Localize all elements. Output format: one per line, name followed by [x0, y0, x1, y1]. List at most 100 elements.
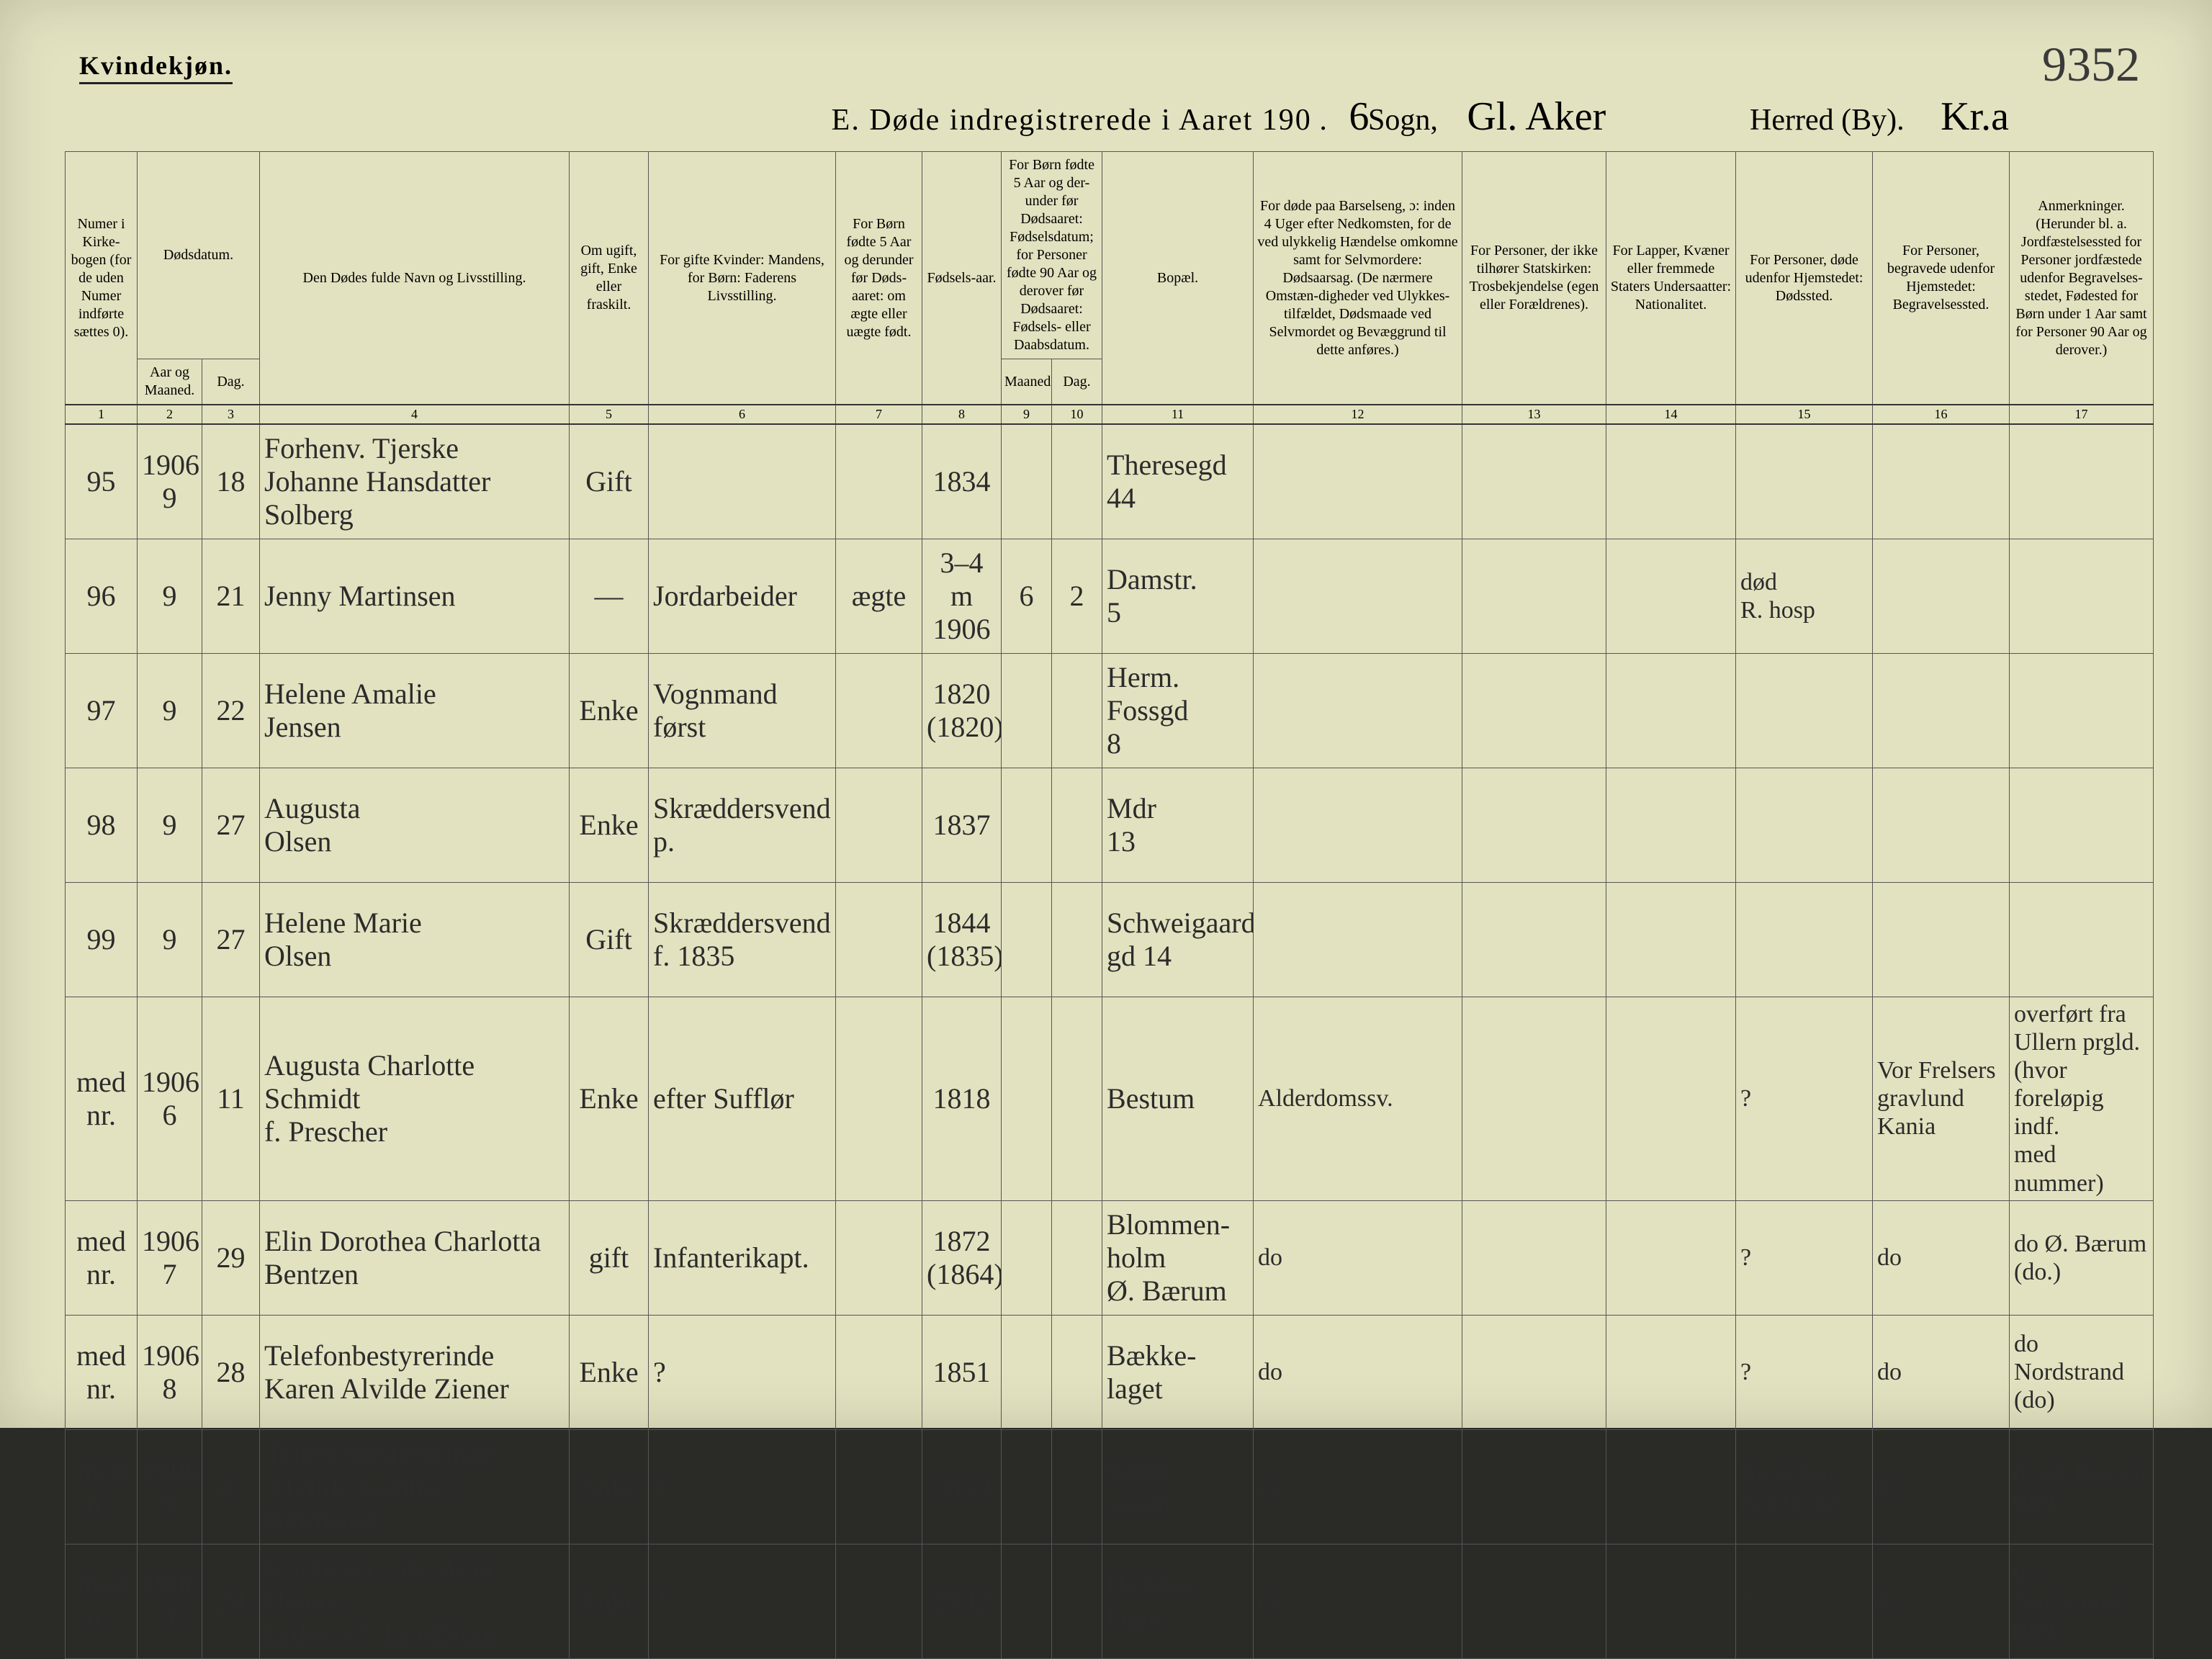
cell-c4: Helene MarieOlsen: [260, 883, 570, 997]
cell-c7: [836, 997, 922, 1201]
col-header: For Lapper, Kvæner eller fremmede Stater…: [1606, 152, 1736, 405]
cell-c4: Augusta Charlotte Schmidtf. Prescher: [260, 997, 570, 1201]
cell-c2: 9: [138, 654, 202, 768]
cell-c16: do: [1873, 1315, 2010, 1429]
cell-c3: 27: [202, 883, 260, 997]
cell-c12: do: [1254, 1315, 1462, 1429]
cell-c3: 29: [202, 1200, 260, 1315]
cell-c13: [1462, 768, 1606, 883]
col-header: Numer i Kirke-bogen (for de uden Numer i…: [66, 152, 138, 405]
cell-c17: do Nordstrand(do): [2010, 1315, 2154, 1429]
cell-c15: [1736, 883, 1873, 997]
cell-c5: Enke: [570, 654, 649, 768]
cell-c7: [836, 1315, 922, 1429]
cell-c7: [836, 1200, 922, 1315]
cell-c9: [1002, 883, 1052, 997]
cell-c2: 19069: [138, 424, 202, 539]
cell-c5: Enke: [570, 768, 649, 883]
cell-c3: 28: [202, 1315, 260, 1429]
cell-c3: 11: [202, 997, 260, 1201]
cell-c16: [1873, 768, 2010, 883]
cell-c2: 9: [138, 768, 202, 883]
cell-c16: [1873, 539, 2010, 654]
cell-c9: [1002, 424, 1052, 539]
cell-c1: med nr.: [66, 1200, 138, 1315]
cell-c4: AugustaOlsen: [260, 768, 570, 883]
cell-c17: do Ø. Bærum(do.): [2010, 1200, 2154, 1315]
cell-c10: [1052, 768, 1102, 883]
cell-c1: 98: [66, 768, 138, 883]
cell-c17: [2010, 768, 2154, 883]
col-header: Dødsdatum.: [138, 152, 260, 359]
table-row: med nr.19061024Korkefab. arb. Anne Helen…: [66, 1544, 2154, 1658]
title-prefix: E. Døde indregistrerede i Aaret 190: [832, 104, 1312, 137]
table-row: med nr.1906921TelefonbestyrerindeAlvilde…: [66, 1429, 2154, 1544]
cell-c3: 21: [202, 539, 260, 654]
cell-c13: [1462, 654, 1606, 768]
cell-c2: 19066: [138, 997, 202, 1201]
herred-block: Herred (By). Kr.a: [1750, 94, 2009, 140]
ledger-page: Kvindekjøn. 9352 E. Døde indregistrerede…: [0, 0, 2212, 1428]
cell-c8: 1851: [922, 1315, 1002, 1429]
cell-c15: ?: [1736, 1200, 1873, 1315]
cell-c9: [1002, 654, 1052, 768]
cell-c7: [836, 768, 922, 883]
cell-c7: ægte: [836, 539, 922, 654]
colnum: 3: [202, 405, 260, 424]
cell-c16: [1873, 654, 2010, 768]
cell-c17: overført fraUllern prgld.(hvor foreløpig…: [2010, 997, 2154, 1201]
cell-c6: ?: [649, 1544, 836, 1658]
cell-c10: [1052, 1544, 1102, 1658]
cell-c16: [1873, 883, 2010, 997]
colnum: 2: [138, 405, 202, 424]
cell-c16: Vor Frelsersgravlund Kania: [1873, 997, 2010, 1201]
cell-c8: 1872(1864): [922, 1200, 1002, 1315]
cell-c5: gift: [570, 1200, 649, 1315]
cell-c14: [1606, 1544, 1736, 1658]
cell-c17: [2010, 424, 2154, 539]
cell-c5: Gift: [570, 883, 649, 997]
herred-value: Kr.a: [1941, 94, 2009, 139]
cell-c9: [1002, 768, 1052, 883]
table-row: 96921Jenny Martinsen—Jordarbeiderægte3–4…: [66, 539, 2154, 654]
cell-c14: [1606, 768, 1736, 883]
cell-c9: 6: [1002, 539, 1052, 654]
col-header: Fødsels-aar.: [922, 152, 1002, 405]
cell-c15: ?: [1736, 1544, 1873, 1658]
cell-c6: Jordarbeider: [649, 539, 836, 654]
table-header: Numer i Kirke-bogen (for de uden Numer i…: [66, 152, 2154, 425]
col-header: For døde paa Barselseng, ɔ: inden 4 Uger…: [1254, 152, 1462, 405]
cell-c5: Enke: [570, 1429, 649, 1544]
col-header: Anmerkninger. (Herunder bl. a. Jordfæste…: [2010, 152, 2154, 405]
col-header: For Personer, begravede udenfor Hjemsted…: [1873, 152, 2010, 405]
table-row: med nr.1906828TelefonbestyrerindeKaren A…: [66, 1315, 2154, 1429]
cell-c10: [1052, 1429, 1102, 1544]
col-header: For Børn fødte 5 Aar og der-under før Dø…: [1002, 152, 1102, 359]
cell-c11: Bække-laget: [1102, 1315, 1254, 1429]
col-subheader: Maaned.: [1002, 359, 1052, 405]
cell-c8: 1850: [922, 1429, 1002, 1544]
cell-c1: med nr.: [66, 1315, 138, 1429]
cell-c17: [2010, 539, 2154, 654]
cell-c4: Elin Dorothea CharlottaBentzen: [260, 1200, 570, 1315]
cell-c7: [836, 1429, 922, 1544]
cell-c13: [1462, 883, 1606, 997]
cell-c5: —: [570, 539, 649, 654]
cell-c4: Jenny Martinsen: [260, 539, 570, 654]
table-row: med nr.1906729Elin Dorothea CharlottaBen…: [66, 1200, 2154, 1315]
cell-c6: [649, 424, 836, 539]
colnum: 12: [1254, 405, 1462, 424]
cell-c14: [1606, 424, 1736, 539]
cell-c12: do: [1254, 1544, 1462, 1658]
cell-c2: 9: [138, 883, 202, 997]
cell-c10: [1052, 1200, 1102, 1315]
sogn-value: Gl. Aker: [1467, 94, 1606, 139]
cell-c13: [1462, 1544, 1606, 1658]
colnum: 6: [649, 405, 836, 424]
cell-c6: ?: [649, 1429, 836, 1544]
col-header: Om ugift, gift, Enke eller fraskilt.: [570, 152, 649, 405]
cell-c11: Blommen-holmØ. Bærum: [1102, 1200, 1254, 1315]
cell-c4: Forhenv. TjerskeJohanne Hansdatter Solbe…: [260, 424, 570, 539]
colnum: 9: [1002, 405, 1052, 424]
col-subheader: Dag.: [1052, 359, 1102, 405]
